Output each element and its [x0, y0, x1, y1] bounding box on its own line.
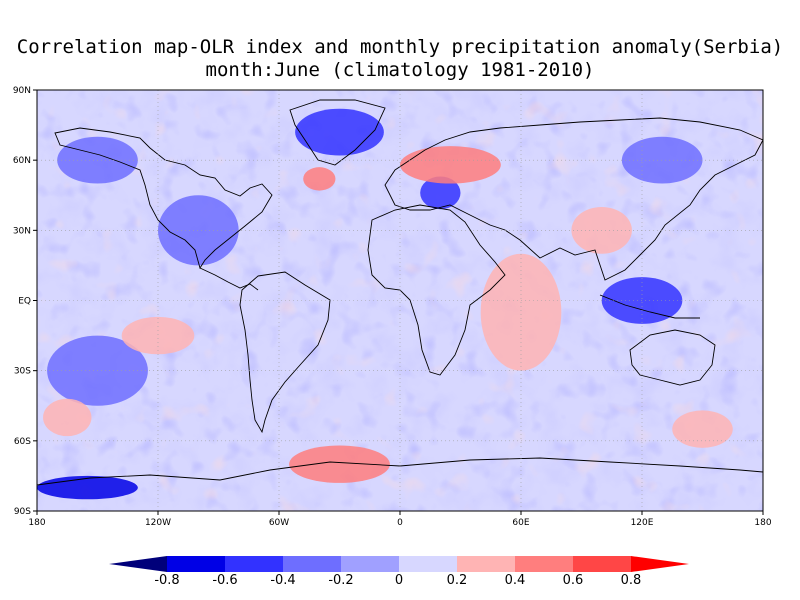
colorbar-swatch: [167, 556, 225, 572]
correlation-region-5: [289, 445, 390, 483]
y-tick-label: 90S: [14, 507, 31, 517]
x-tick-label: 180: [754, 518, 771, 528]
correlation-region-10: [672, 410, 733, 448]
colorbar-label: -0.4: [270, 573, 295, 588]
x-tick-label: 60W: [269, 518, 289, 528]
correlation-region-0: [295, 108, 384, 156]
correlation-region-1: [420, 176, 461, 210]
colorbar: -0.8 -0.6 -0.4 -0.2 0 0.2 0.4 0.6 0.8: [109, 556, 689, 588]
colorbar-label: -0.8: [154, 573, 179, 588]
y-tick-label: 60S: [14, 437, 31, 447]
correlation-region-8: [158, 195, 239, 266]
colorbar-swatch: [283, 556, 341, 572]
colorbar-label: -0.2: [328, 573, 353, 588]
colorbar-label: 0.8: [621, 573, 642, 588]
colorbar-high-arrow: [631, 556, 689, 572]
chart-title: Correlation map-OLR index and monthly pr…: [16, 36, 784, 58]
x-tick-label: 180: [28, 518, 45, 528]
y-tick-label: 30N: [13, 226, 31, 236]
colorbar-swatch: [225, 556, 283, 572]
correlation-region-14: [621, 136, 703, 184]
colorbar-label: 0.2: [447, 573, 468, 588]
y-tick-label: EQ: [18, 297, 31, 307]
north-america-coast: [54, 127, 273, 270]
correlation-region-6: [37, 475, 138, 500]
colorbar-label: -0.6: [212, 573, 237, 588]
colorbar-label: 0: [395, 573, 403, 588]
colorbar-swatch: [399, 556, 457, 572]
australia-coast: [629, 329, 716, 386]
colorbar-swatch: [515, 556, 573, 572]
x-tick-label: 120E: [631, 518, 654, 528]
colorbar-label: 0.6: [563, 573, 584, 588]
chart-subtitle: month:June (climatology 1981-2010): [205, 59, 595, 81]
correlation-region-3: [303, 167, 336, 191]
y-axis-ticks: 90N 60N 30N EQ 30S 60S 90S: [13, 86, 37, 517]
colorbar-low-arrow: [109, 556, 167, 572]
eurasia-coast: [384, 117, 763, 281]
greenland-coast: [289, 99, 386, 166]
correlation-region-2: [400, 146, 501, 184]
correlation-region-4: [480, 253, 562, 371]
africa-coast: [367, 204, 506, 376]
south-america-coast: [239, 271, 331, 434]
x-tick-label: 120W: [145, 518, 171, 528]
correlation-region-11: [43, 398, 92, 437]
correlation-region-12: [121, 316, 195, 355]
y-tick-label: 30S: [14, 367, 31, 377]
colorbar-swatch: [457, 556, 515, 572]
grid-lines: [37, 90, 763, 511]
colorbar-swatch: [573, 556, 631, 572]
x-tick-label: 0: [397, 518, 403, 528]
colorbar-swatch: [341, 556, 399, 572]
colorbar-label: 0.4: [505, 573, 526, 588]
x-axis-ticks: 180 120W 60W 0 60E 120E 180: [28, 511, 772, 528]
x-tick-label: 60E: [512, 518, 529, 528]
central-america-coast: [199, 267, 259, 291]
y-tick-label: 90N: [13, 86, 31, 96]
indonesia-coast: [599, 294, 700, 319]
y-tick-label: 60N: [13, 156, 31, 166]
